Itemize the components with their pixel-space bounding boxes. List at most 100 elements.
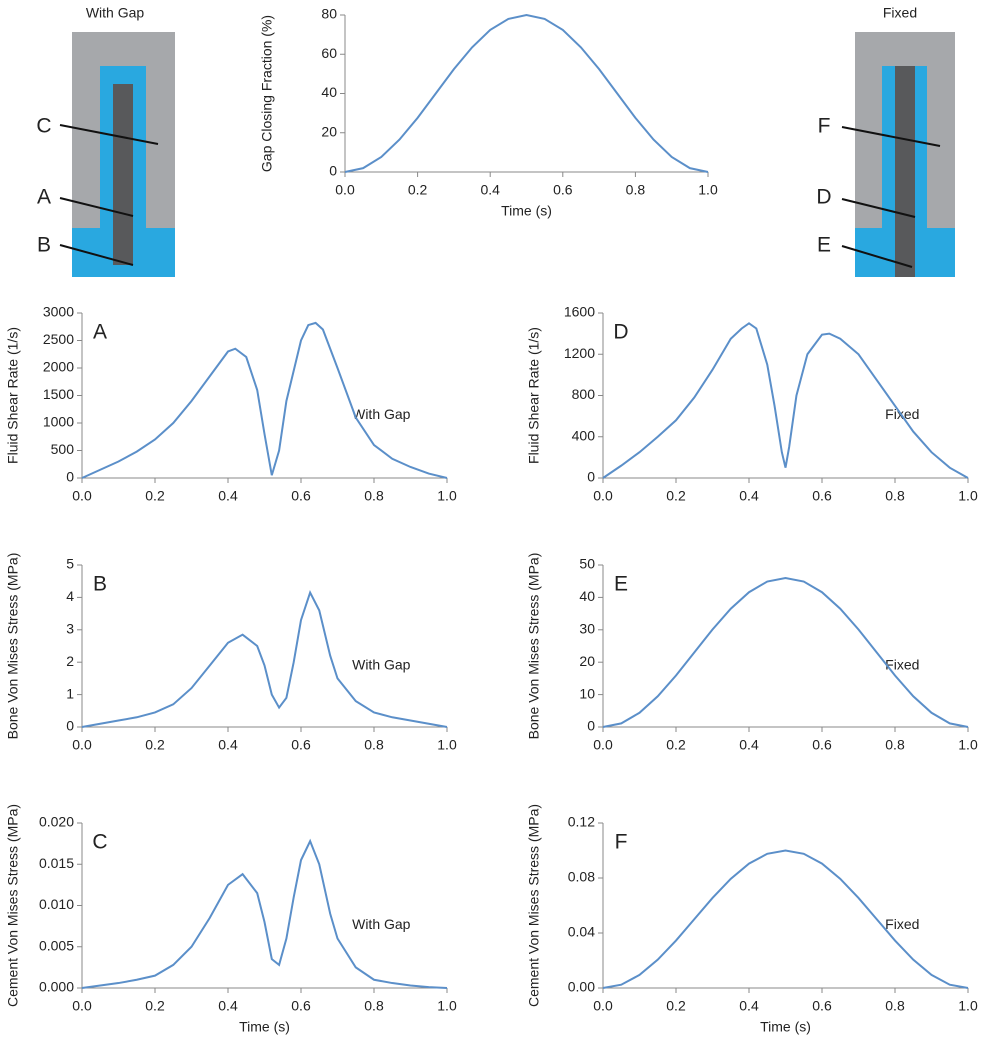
- y-tick-label: 1000: [43, 414, 74, 430]
- x-tick-label: 0.2: [145, 488, 165, 504]
- y-tick-label: 0.00: [568, 979, 595, 995]
- data-line: [81, 321, 448, 479]
- y-tick-label: 1600: [564, 304, 595, 320]
- y-axis-label: Bone Von Mises Stress (MPa): [526, 553, 542, 740]
- data-line: [81, 589, 448, 728]
- diagram-label: C: [36, 115, 51, 138]
- y-tick-label: 2000: [43, 359, 74, 375]
- y-tick-label: 0.08: [568, 869, 595, 885]
- x-tick-label: 0.4: [739, 737, 759, 753]
- x-tick-label: 0.0: [72, 488, 92, 504]
- y-tick-label: 0.015: [39, 855, 74, 871]
- diagram-label: F: [818, 115, 831, 138]
- annotation: With Gap: [352, 657, 411, 673]
- x-tick-label: 0.4: [480, 182, 500, 198]
- chart: 0 400 800 1200 1600 0.0 0.2 0.4 0.6 0.8 1.0 Fluid S…: [526, 304, 978, 504]
- y-tick-label: 3: [66, 621, 74, 637]
- data-line: [602, 576, 969, 728]
- y-tick-label: 0: [329, 163, 337, 179]
- y-axis-label: Cement Von Mises Stress (MPa): [526, 804, 542, 1007]
- chart: 0 10 20 30 40 50 0.0 0.2 0.4 0.6 0.8 1.0 Bone Von Mi…: [526, 553, 978, 753]
- y-axis-label: Cement Von Mises Stress (MPa): [5, 804, 21, 1007]
- y-tick-label: 80: [321, 6, 337, 22]
- pointer: [841, 198, 916, 218]
- pointer: [841, 245, 913, 268]
- y-tick-label: 60: [321, 45, 337, 61]
- panel-label: B: [93, 573, 107, 596]
- x-tick-label: 0.0: [593, 737, 613, 753]
- x-tick-label: 0.2: [408, 182, 428, 198]
- x-tick-label: 1.0: [698, 182, 718, 198]
- chart: 0.000 0.005 0.010 0.015 0.020 0.0 0.2 0.4 0.6 0.8…: [5, 804, 457, 1035]
- x-tick-label: 1.0: [958, 737, 978, 753]
- y-axis-label: Bone Von Mises Stress (MPa): [5, 553, 21, 740]
- x-tick-label: 0.8: [885, 998, 905, 1014]
- x-tick-label: 1.0: [958, 488, 978, 504]
- y-tick-label: 0: [587, 469, 595, 485]
- panel-label: E: [614, 573, 628, 596]
- x-axis-label: Time (s): [760, 1019, 811, 1035]
- x-tick-label: 0.6: [291, 998, 311, 1014]
- chart: 0.00 0.04 0.08 0.12 0.0 0.2 0.4 0.6 0.8 1.0 Cement…: [526, 804, 978, 1035]
- data-line: [602, 322, 969, 479]
- y-tick-label: 0.005: [39, 937, 74, 953]
- panel-label: C: [92, 831, 107, 854]
- x-tick-label: 0.2: [145, 998, 165, 1014]
- y-tick-label: 2500: [43, 331, 74, 347]
- x-tick-label: 0.8: [885, 737, 905, 753]
- x-tick-label: 0.2: [666, 998, 686, 1014]
- panel-label: D: [613, 321, 628, 344]
- y-tick-label: 50: [579, 556, 595, 572]
- x-tick-label: 0.2: [666, 737, 686, 753]
- x-tick-label: 0.8: [626, 182, 646, 198]
- y-tick-label: 0.000: [39, 979, 74, 995]
- chart: 0 500 1000 1500 2000 2500 3000 0.0 0.2 0.4 0.6 0.8 1…: [5, 304, 457, 504]
- x-tick-label: 0.0: [593, 998, 613, 1014]
- data-line: [344, 13, 709, 173]
- y-tick-label: 4: [66, 588, 74, 604]
- y-tick-label: 20: [321, 123, 337, 139]
- x-tick-label: 0.4: [218, 488, 238, 504]
- y-tick-label: 1: [66, 685, 74, 701]
- y-tick-label: 0: [587, 718, 595, 734]
- x-tick-label: 1.0: [437, 488, 457, 504]
- y-tick-label: 1200: [564, 345, 595, 361]
- rod: [113, 84, 133, 265]
- x-tick-label: 0.8: [364, 488, 384, 504]
- panel-label: A: [93, 321, 107, 344]
- diagram-with-gap: With Gap C A B: [36, 5, 175, 277]
- y-tick-label: 20: [579, 653, 595, 669]
- x-tick-label: 0.6: [812, 488, 832, 504]
- x-tick-label: 0.0: [72, 737, 92, 753]
- annotation: Fixed: [885, 916, 919, 932]
- y-tick-label: 30: [579, 621, 595, 637]
- annotation: Fixed: [885, 657, 919, 673]
- diagram-title: Fixed: [883, 5, 917, 21]
- x-tick-label: 0.8: [364, 737, 384, 753]
- pointer: [59, 124, 159, 145]
- y-tick-label: 5: [66, 556, 74, 572]
- x-axis-label: Time (s): [501, 203, 552, 219]
- y-tick-label: 0.010: [39, 896, 74, 912]
- pointer: [59, 197, 134, 217]
- x-tick-label: 0.4: [218, 737, 238, 753]
- y-tick-label: 3000: [43, 304, 74, 320]
- diagram-label: B: [37, 234, 51, 257]
- diagram-label: E: [817, 234, 831, 257]
- x-tick-label: 0.0: [593, 488, 613, 504]
- x-tick-label: 0.4: [218, 998, 238, 1014]
- pointer: [841, 126, 941, 147]
- data-line: [81, 838, 448, 989]
- diagram-label: D: [816, 186, 831, 209]
- x-tick-label: 1.0: [958, 998, 978, 1014]
- data-line: [602, 849, 969, 989]
- panel-label: F: [615, 831, 628, 854]
- y-tick-label: 1500: [43, 386, 74, 402]
- y-tick-label: 0: [66, 718, 74, 734]
- pointer: [59, 244, 134, 266]
- y-tick-label: 0.04: [568, 924, 595, 940]
- y-axis-label: Gap Closing Fraction (%): [259, 15, 275, 172]
- x-tick-label: 0.6: [812, 998, 832, 1014]
- x-tick-label: 0.6: [291, 488, 311, 504]
